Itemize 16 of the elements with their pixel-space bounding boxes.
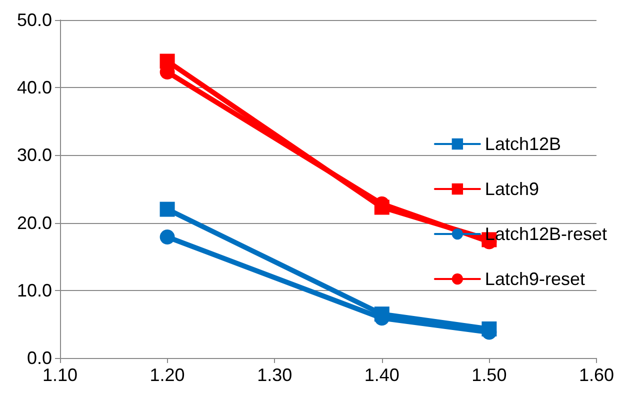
x-tick-label: 1.50 <box>472 365 507 385</box>
legend-label: Latch9-reset <box>484 269 585 289</box>
legend-label: Latch9 <box>484 179 539 199</box>
x-tick-label: 1.40 <box>364 365 400 385</box>
y-tick-label: 30.0 <box>16 145 52 166</box>
y-tick-label: 40.0 <box>16 78 52 98</box>
y-tick-label: 0.0 <box>26 348 52 368</box>
y-tick-label: 50.0 <box>16 10 52 30</box>
legend-label: Latch12B-reset <box>484 224 608 244</box>
y-tick-label: 10.0 <box>16 280 52 300</box>
y-tick-label: 20.0 <box>16 212 52 233</box>
legend-label: Latch12B <box>484 134 561 154</box>
x-tick-label: 1.60 <box>578 365 614 385</box>
x-tick-label: 1.30 <box>257 365 292 385</box>
x-tick-label: 1.10 <box>42 365 78 385</box>
x-tick-label: 1.20 <box>150 365 185 385</box>
